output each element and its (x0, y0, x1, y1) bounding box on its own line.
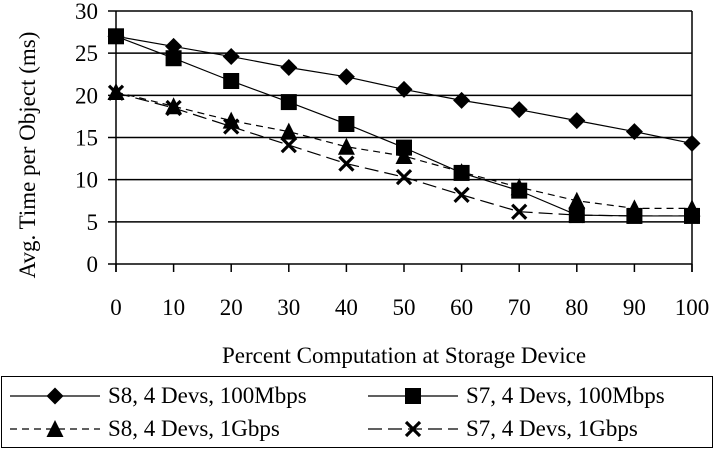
diamond-marker (280, 59, 298, 77)
diamond-marker (683, 134, 701, 152)
y-tick-label: 20 (75, 83, 98, 108)
y-tick-label: 10 (75, 168, 98, 193)
triangle-marker (165, 97, 183, 115)
x-marker (395, 169, 413, 186)
legend-triangle-icon (46, 420, 64, 437)
y-tick-label: 0 (87, 252, 99, 277)
x-tick-label: 0 (110, 295, 122, 320)
triangle-marker (107, 82, 125, 100)
triangle-marker (222, 111, 240, 129)
y-tick-label: 25 (75, 41, 98, 66)
legend-swatch-triangle (10, 420, 100, 437)
y-tick-label: 30 (75, 0, 98, 24)
x-marker-stroke (395, 169, 413, 186)
triangle-marker (280, 122, 298, 140)
square-marker (626, 207, 643, 224)
x-tick-label: 100 (675, 295, 710, 320)
x-marker-stroke (511, 203, 528, 220)
legend-swatch-x (368, 420, 458, 438)
legend-square-icon (405, 388, 421, 404)
series-square (108, 28, 700, 224)
x-marker (338, 155, 355, 172)
diamond-marker (107, 27, 125, 45)
square-marker (338, 116, 355, 133)
triangle-marker (568, 191, 586, 209)
x-marker-stroke (404, 420, 422, 438)
legend-item-s8-100mbps: S8, 4 Devs, 100Mbps (8, 379, 307, 413)
diamond-marker (337, 68, 355, 86)
x-marker-stroke (338, 155, 355, 172)
x-tick-labels: 0 10 20 30 40 50 60 70 80 90 100 (110, 295, 709, 320)
x-tick-label: 10 (162, 295, 185, 320)
legend-item-s8-1gbps: S8, 4 Devs, 1Gbps (8, 412, 280, 446)
y-axis-title: Avg. Time per Object (ms) (15, 32, 40, 279)
square-marker (684, 207, 700, 224)
x-marker-stroke (280, 136, 297, 154)
triangle-marker (337, 137, 355, 155)
square-marker (165, 50, 182, 67)
legend-item-s7-100mbps: S7, 4 Devs, 100Mbps (366, 379, 665, 413)
legend-label: S7, 4 Devs, 100Mbps (466, 383, 665, 408)
square-marker (280, 94, 297, 111)
diamond-marker (222, 48, 240, 66)
y-tick-labels: 0 5 10 15 20 25 30 (75, 0, 98, 277)
gridlines (108, 10, 692, 265)
x-tick-label: 80 (565, 295, 588, 320)
y-tick-label: 15 (75, 126, 98, 151)
series-line (115, 91, 692, 209)
diamond-marker (453, 91, 471, 109)
x-marker (280, 136, 297, 154)
series-diamond (107, 27, 701, 152)
square-marker (396, 139, 412, 156)
diamond-marker (395, 80, 413, 98)
legend-swatch-diamond (10, 387, 100, 405)
diamond-marker (568, 112, 586, 130)
legend-swatch-square (368, 388, 458, 404)
x-tick-label: 30 (277, 295, 300, 320)
square-marker (223, 72, 240, 89)
x-tick-label: 40 (335, 295, 358, 320)
x-tick-label: 50 (393, 295, 416, 320)
line-chart: 0 5 10 15 20 25 30 0 10 20 30 40 50 60 70 80 90 100 Perc… (15, 0, 709, 368)
legend-label: S7, 4 Devs, 1Gbps (466, 416, 638, 441)
x-marker (511, 203, 528, 220)
x-tick-label: 70 (508, 295, 531, 320)
square-marker (568, 207, 585, 224)
legend-diamond-icon (46, 387, 64, 405)
x-marker-stroke (453, 186, 470, 203)
legend-label: S8, 4 Devs, 100Mbps (108, 383, 307, 408)
square-marker (511, 182, 528, 199)
x-tick-label: 60 (450, 295, 473, 320)
x-tick-label: 20 (220, 295, 243, 320)
diamond-marker (625, 123, 643, 141)
x-axis-title: Percent Computation at Storage Device (222, 343, 586, 368)
legend-x-icon (404, 420, 422, 438)
series-group (107, 27, 701, 225)
square-marker (453, 164, 470, 181)
diamond-marker (510, 101, 528, 119)
legend-item-s7-1gbps: S7, 4 Devs, 1Gbps (366, 412, 638, 446)
legend: S8, 4 Devs, 100Mbps S7, 4 Devs, 100Mbps … (1, 376, 713, 448)
x-marker (453, 186, 470, 203)
legend-label: S8, 4 Devs, 1Gbps (108, 416, 280, 441)
diamond-marker (165, 37, 183, 55)
x-tick-label: 90 (623, 295, 646, 320)
y-tick-label: 5 (87, 210, 99, 235)
